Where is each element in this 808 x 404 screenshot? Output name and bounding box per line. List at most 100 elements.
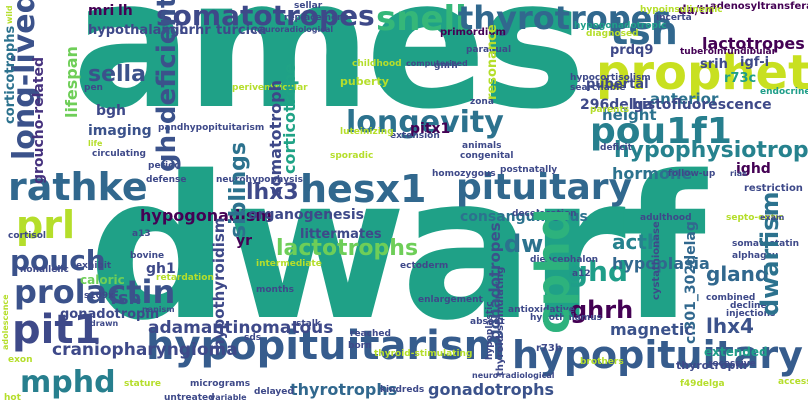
word-hypocortisolism: pandhypopituitarism xyxy=(158,123,265,133)
word-gh1: gh1 xyxy=(146,261,176,277)
word-pit1dw: ectoderm xyxy=(400,261,449,271)
word-tuberoinfundibular: tuberoinfundibular xyxy=(680,47,777,57)
word-extension: animals xyxy=(462,141,502,151)
word-period: period xyxy=(148,161,181,171)
word-acth: acth xyxy=(612,230,662,254)
word-diencephalon: diencephalon xyxy=(530,255,599,265)
word-lactotrophs: lactotrophs xyxy=(276,236,419,261)
word-corticotrophs: corticotrophs xyxy=(3,25,18,124)
word-sellar: absent xyxy=(470,317,505,327)
word-ectoderm: drawn xyxy=(90,319,119,328)
word-296delga: 296delga xyxy=(580,97,654,113)
word-dwarf: dwarf xyxy=(88,133,706,364)
word-enlargement: enlargement xyxy=(418,295,483,305)
word-congenital: postnatally xyxy=(500,165,558,175)
word-dwarfism: mphd xyxy=(20,365,116,400)
word-anterior: anterior xyxy=(650,90,719,108)
word-igf-i: igf-i xyxy=(740,55,770,70)
word-hypogonadism: hypogonadism xyxy=(140,206,273,225)
word-a13: a12 xyxy=(572,269,591,279)
word-sds: sds xyxy=(244,333,262,343)
word-rias: pen xyxy=(84,83,103,93)
word-hypothalamic: hypothalamic xyxy=(88,23,188,38)
word-lh: lh xyxy=(118,3,133,19)
word-puberty: puberty xyxy=(340,75,389,88)
word-exon: accessibility xyxy=(778,377,808,387)
word-craniopharyngioma: craniopharyngioma xyxy=(52,340,238,360)
word-reached: reached xyxy=(350,329,391,339)
word-turcica: turcica xyxy=(216,23,267,38)
word-prophet: prophet xyxy=(596,45,808,101)
word-hypogonadotropic: hypogonadotropic xyxy=(574,21,667,31)
word-a12: deficit xyxy=(600,143,632,153)
word-searchable: hypocortisolism xyxy=(570,73,651,83)
word-lhx3: lhx3 xyxy=(246,180,299,205)
word-lactotropes: lactotropes xyxy=(702,34,805,53)
word-pubertal: pubertal xyxy=(586,77,649,92)
word-brothers: thyroid-stimulating xyxy=(374,349,473,359)
word-a9a: f49delga xyxy=(680,379,725,389)
word-mri: mri xyxy=(88,3,115,19)
word-animals: congenital xyxy=(460,151,514,161)
word-pitx1: pitx1 xyxy=(410,121,451,137)
word-tsh: tsh xyxy=(610,9,678,53)
word-exhibit: s109x xyxy=(84,291,114,301)
word-neuro-radiological: variable xyxy=(210,393,247,402)
word-hypothalamus: hypothalamus xyxy=(530,313,602,323)
word-stalk: stalk xyxy=(296,319,321,329)
word-pouch: prolactin xyxy=(14,273,176,311)
word-pandhypopituitarism: sporadic xyxy=(330,151,374,161)
word-circulating: circulating xyxy=(92,149,146,159)
word-childhood: childhood xyxy=(352,59,402,69)
word-hypopituitarism: hypopituitarism xyxy=(146,323,506,369)
word-untreated: hot xyxy=(4,393,21,403)
word-kindreds: kindreds xyxy=(380,385,425,395)
word-adulthood: adulthood xyxy=(640,213,692,223)
word-hot: exon xyxy=(8,355,33,365)
word-thyrotropin: thyrotropin xyxy=(676,359,747,372)
word-s109x: born xyxy=(348,341,372,351)
word-ighd: ighd xyxy=(736,161,771,177)
word-primordium: primordium xyxy=(440,27,506,38)
word-accessibility: adolescence xyxy=(1,294,10,350)
word-hypothyroidism: hypothyroidism xyxy=(210,217,228,350)
word-pit1: pit1 xyxy=(12,307,102,353)
word-groucho-related: groucho-related xyxy=(31,56,47,184)
word-consanguineous: consanguineous xyxy=(460,209,588,225)
word-paraqual: parents xyxy=(590,105,630,115)
word-height: height xyxy=(602,106,657,124)
word-thyrotropes: thyrotropes xyxy=(458,0,672,37)
word-periventricular: intermediate xyxy=(256,259,322,269)
word-luteinizing: extension xyxy=(390,131,440,141)
word-cphd: cphd xyxy=(526,208,580,334)
word-histofluorescence: histofluorescence xyxy=(632,97,772,113)
word-replacement: replacement xyxy=(284,13,348,23)
word-long-lived: siblings xyxy=(226,142,251,238)
word-magnetic: magnetic xyxy=(610,320,694,339)
word-parents: incerta xyxy=(656,13,692,23)
word-prl: prl xyxy=(16,203,75,247)
word-longevity: longevity xyxy=(346,105,504,140)
word-hypoinsulinemic: neuroradiological xyxy=(254,25,334,34)
word-months: exhibit xyxy=(76,261,112,271)
word-intermediate: rias xyxy=(730,169,747,178)
word-defense: defense xyxy=(146,175,187,185)
word-delayed: delayed xyxy=(254,387,294,397)
word-diagnosed: gnrh xyxy=(434,61,458,71)
word-alphagsu: alphagsu xyxy=(732,251,779,261)
word-hypoplasia: hypoplasia xyxy=(612,254,710,273)
word-fsh: fsh xyxy=(110,288,142,309)
word-recessive: recessive xyxy=(708,359,756,369)
word-computerized: periventricular xyxy=(232,83,308,93)
word-sella: sella xyxy=(88,62,146,87)
word-cystathionase: cystathionase xyxy=(651,221,662,300)
word-snell: snell xyxy=(376,0,467,39)
word-wild: hypoinsulinemic xyxy=(640,5,723,15)
word-neurohypophysis: neurohypophysis xyxy=(216,175,303,185)
word-bovine: bovine xyxy=(130,251,165,261)
word-r73c: r73c xyxy=(724,71,757,86)
word-somatostatin: somatostatin xyxy=(732,239,800,249)
word-rathke: rathke xyxy=(8,165,148,209)
word-sporadic: luteinizing xyxy=(340,127,394,137)
